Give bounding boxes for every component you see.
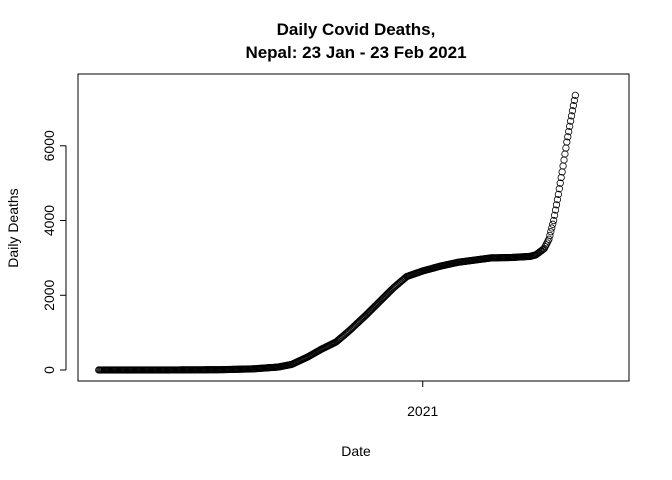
x-axis: 2021 — [407, 381, 439, 419]
y-axis: 0 2000 4000 6000 — [41, 130, 67, 374]
y-tick-label: 2000 — [41, 279, 57, 310]
data-point — [563, 138, 571, 146]
data-point — [562, 144, 570, 152]
data-point — [570, 96, 578, 105]
data-point — [550, 211, 559, 219]
data-point — [569, 102, 578, 110]
y-tick-label: 6000 — [41, 130, 57, 161]
data-point — [561, 150, 569, 158]
data-point — [564, 133, 572, 141]
data-point — [567, 112, 576, 120]
data-point — [565, 127, 573, 136]
data-point — [553, 196, 562, 204]
data-point — [541, 243, 549, 251]
data-point — [571, 91, 579, 99]
data-point — [545, 235, 553, 243]
data-point — [557, 173, 565, 182]
y-tick-label: 0 — [41, 366, 57, 374]
data-point — [547, 228, 555, 236]
data-point — [566, 122, 574, 130]
data-point — [548, 224, 556, 232]
y-axis-label: Daily Deaths — [5, 188, 21, 267]
data-points — [95, 91, 579, 374]
data-point — [568, 107, 577, 115]
data-point — [549, 220, 557, 228]
chart-title-line2: Nepal: 23 Jan - 23 Feb 2021 — [245, 43, 466, 62]
y-tick-label: 4000 — [41, 205, 57, 236]
chart-title-line1: Daily Covid Deaths, — [277, 20, 436, 39]
data-point — [566, 117, 575, 125]
x-axis-label: Date — [341, 443, 371, 459]
data-point — [559, 162, 567, 170]
data-point — [546, 231, 554, 240]
data-point — [555, 185, 563, 193]
data-point — [540, 244, 548, 253]
data-point — [543, 239, 551, 247]
data-point — [542, 241, 550, 249]
data-point — [552, 201, 561, 209]
data-point — [551, 206, 560, 214]
data-point — [554, 190, 562, 198]
x-tick-label: 2021 — [407, 403, 438, 419]
data-point — [550, 216, 558, 225]
data-point — [556, 179, 564, 187]
data-point — [560, 156, 568, 164]
plot-frame — [77, 73, 630, 382]
